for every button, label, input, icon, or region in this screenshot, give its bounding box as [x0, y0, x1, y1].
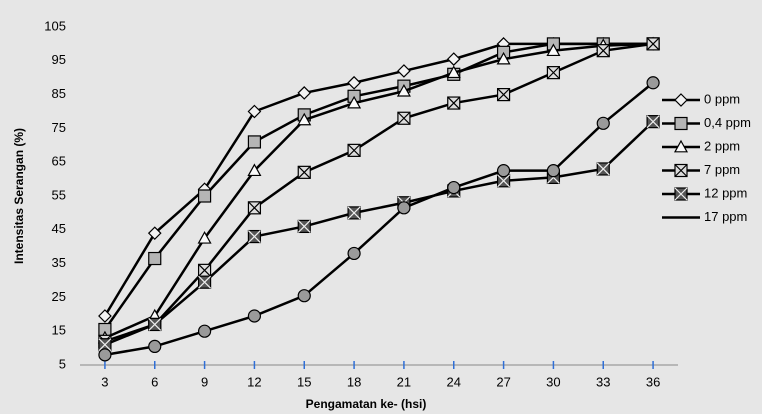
- marker: [298, 290, 310, 302]
- marker: [448, 53, 460, 65]
- marker-body: [149, 253, 161, 265]
- legend-label: 7 ppm: [704, 162, 740, 177]
- y-tick-label: 25: [52, 289, 66, 304]
- x-tick-label: 21: [397, 374, 411, 389]
- chart: Pengamatan ke- (hsi) Intensitas Serangan…: [0, 0, 762, 414]
- marker: [675, 94, 687, 106]
- y-tick-label: 105: [44, 18, 66, 33]
- x-tick-label: 12: [247, 374, 261, 389]
- y-tick-label: 85: [52, 86, 66, 101]
- marker: [675, 188, 687, 200]
- marker: [149, 253, 161, 265]
- y-tick-label: 75: [52, 120, 66, 135]
- y-axis-label: Intensitas Serangan (%): [12, 128, 26, 264]
- marker: [647, 77, 659, 89]
- series-line: [105, 44, 653, 316]
- marker: [448, 182, 460, 194]
- x-tick-label: 27: [496, 374, 510, 389]
- marker: [547, 67, 559, 79]
- x-tick-label: 18: [347, 374, 361, 389]
- marker-body: [675, 118, 687, 130]
- y-tick-label: 45: [52, 221, 66, 236]
- x-axis-label: Pengamatan ke- (hsi): [306, 397, 427, 411]
- marker-body: [199, 190, 211, 202]
- x-tick-label: 36: [646, 374, 660, 389]
- series-line: [105, 44, 653, 330]
- x-tick-label: 30: [546, 374, 560, 389]
- marker: [398, 112, 410, 124]
- marker: [298, 220, 310, 232]
- legend-label: 12 ppm: [704, 185, 747, 200]
- marker: [448, 97, 460, 109]
- marker: [99, 310, 111, 322]
- marker: [675, 165, 687, 177]
- marker: [647, 116, 659, 128]
- marker: [248, 202, 260, 214]
- marker: [99, 349, 111, 361]
- x-tick-label: 15: [297, 374, 311, 389]
- marker: [298, 87, 310, 99]
- marker: [498, 89, 510, 101]
- marker: [199, 276, 211, 288]
- marker: [199, 190, 211, 202]
- x-tick-label: 9: [201, 374, 208, 389]
- marker: [348, 247, 360, 259]
- x-tick-label: 33: [596, 374, 610, 389]
- marker: [547, 165, 559, 177]
- x-tick-label: 3: [101, 374, 108, 389]
- legend-label: 0 ppm: [704, 91, 740, 106]
- marker: [248, 136, 260, 148]
- marker: [498, 165, 510, 177]
- marker: [199, 264, 211, 276]
- marker: [597, 117, 609, 129]
- marker: [248, 231, 260, 243]
- legend-label: 17 ppm: [704, 209, 747, 224]
- marker: [597, 45, 609, 57]
- marker: [398, 202, 410, 214]
- marker: [149, 340, 161, 352]
- marker: [597, 163, 609, 175]
- marker: [675, 118, 687, 130]
- marker: [647, 38, 659, 50]
- series-line: [105, 44, 653, 338]
- marker: [149, 318, 161, 330]
- marker-body: [248, 136, 260, 148]
- x-tick-label: 6: [151, 374, 158, 389]
- x-tick-label: 24: [447, 374, 461, 389]
- marker: [348, 77, 360, 89]
- y-tick-label: 55: [52, 187, 66, 202]
- legend-label: 0,4 ppm: [704, 115, 751, 130]
- y-tick-label: 35: [52, 255, 66, 270]
- marker: [199, 325, 211, 337]
- marker: [398, 65, 410, 77]
- marker: [248, 310, 260, 322]
- marker: [298, 166, 310, 178]
- y-tick-label: 15: [52, 323, 66, 338]
- marker: [348, 144, 360, 156]
- marker: [248, 106, 260, 118]
- marker: [348, 207, 360, 219]
- y-tick-label: 5: [59, 356, 66, 371]
- legend-label: 2 ppm: [704, 138, 740, 153]
- y-tick-label: 65: [52, 154, 66, 169]
- y-tick-label: 95: [52, 52, 66, 67]
